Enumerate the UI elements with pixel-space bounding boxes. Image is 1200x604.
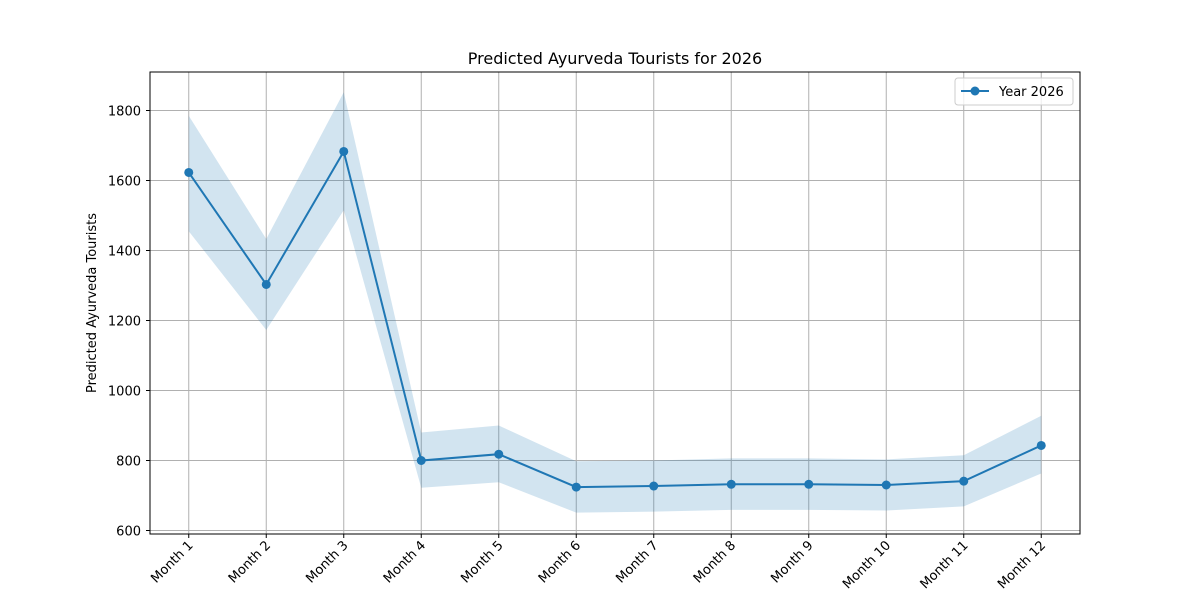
x-tick-label: Month 3 (303, 538, 351, 586)
legend-label: Year 2026 (998, 85, 1064, 100)
x-tick-label: Month 7 (613, 538, 661, 586)
data-point (959, 476, 969, 486)
data-point (804, 479, 814, 489)
x-tick-label: Month 11 (918, 538, 972, 592)
data-point (416, 456, 426, 465)
x-tick-label: Month 10 (840, 538, 894, 592)
y-tick-label: 600 (116, 525, 141, 540)
y-tick-label: 1800 (108, 105, 141, 120)
legend: Year 2026 (954, 77, 1074, 106)
series-line-year-2026 (187, 148, 1042, 489)
x-tick-label: Month 12 (995, 538, 1049, 592)
data-point (261, 279, 271, 289)
chart-title: Predicted Ayurveda Tourists for 2026 (468, 49, 762, 68)
data-point (571, 482, 581, 492)
plot-area: 600 800 1000 1200 1400 1600 1800 Month 1 Month 2… (108, 71, 1081, 592)
x-tick-label: Month 5 (458, 538, 506, 586)
x-tick-label: Month 6 (536, 538, 584, 586)
confidence-band (188, 92, 1042, 513)
plot-frame (149, 71, 1081, 535)
data-point (184, 167, 194, 177)
y-tick-label: 800 (116, 455, 141, 470)
x-tick-label: Month 8 (691, 538, 739, 586)
legend-dot-marker (970, 86, 980, 96)
x-tick-label: Month 1 (148, 538, 196, 586)
data-point (339, 146, 349, 156)
legend-box (954, 77, 1074, 106)
data-point (1036, 440, 1046, 450)
data-point (494, 449, 504, 459)
data-point (881, 480, 891, 490)
y-tick-label: 1600 (108, 175, 141, 190)
y-tick-label: 1400 (108, 245, 141, 260)
data-point (726, 479, 736, 489)
data-point (649, 481, 659, 491)
x-tick-label: Month 4 (381, 538, 429, 586)
x-tick-label: Month 9 (768, 538, 816, 586)
x-tick-label: Month 2 (226, 538, 274, 586)
y-axis-label: Predicted Ayurveda Tourists (85, 213, 100, 393)
y-tick-label: 1000 (108, 385, 141, 400)
y-tick-label: 1200 (108, 315, 141, 330)
